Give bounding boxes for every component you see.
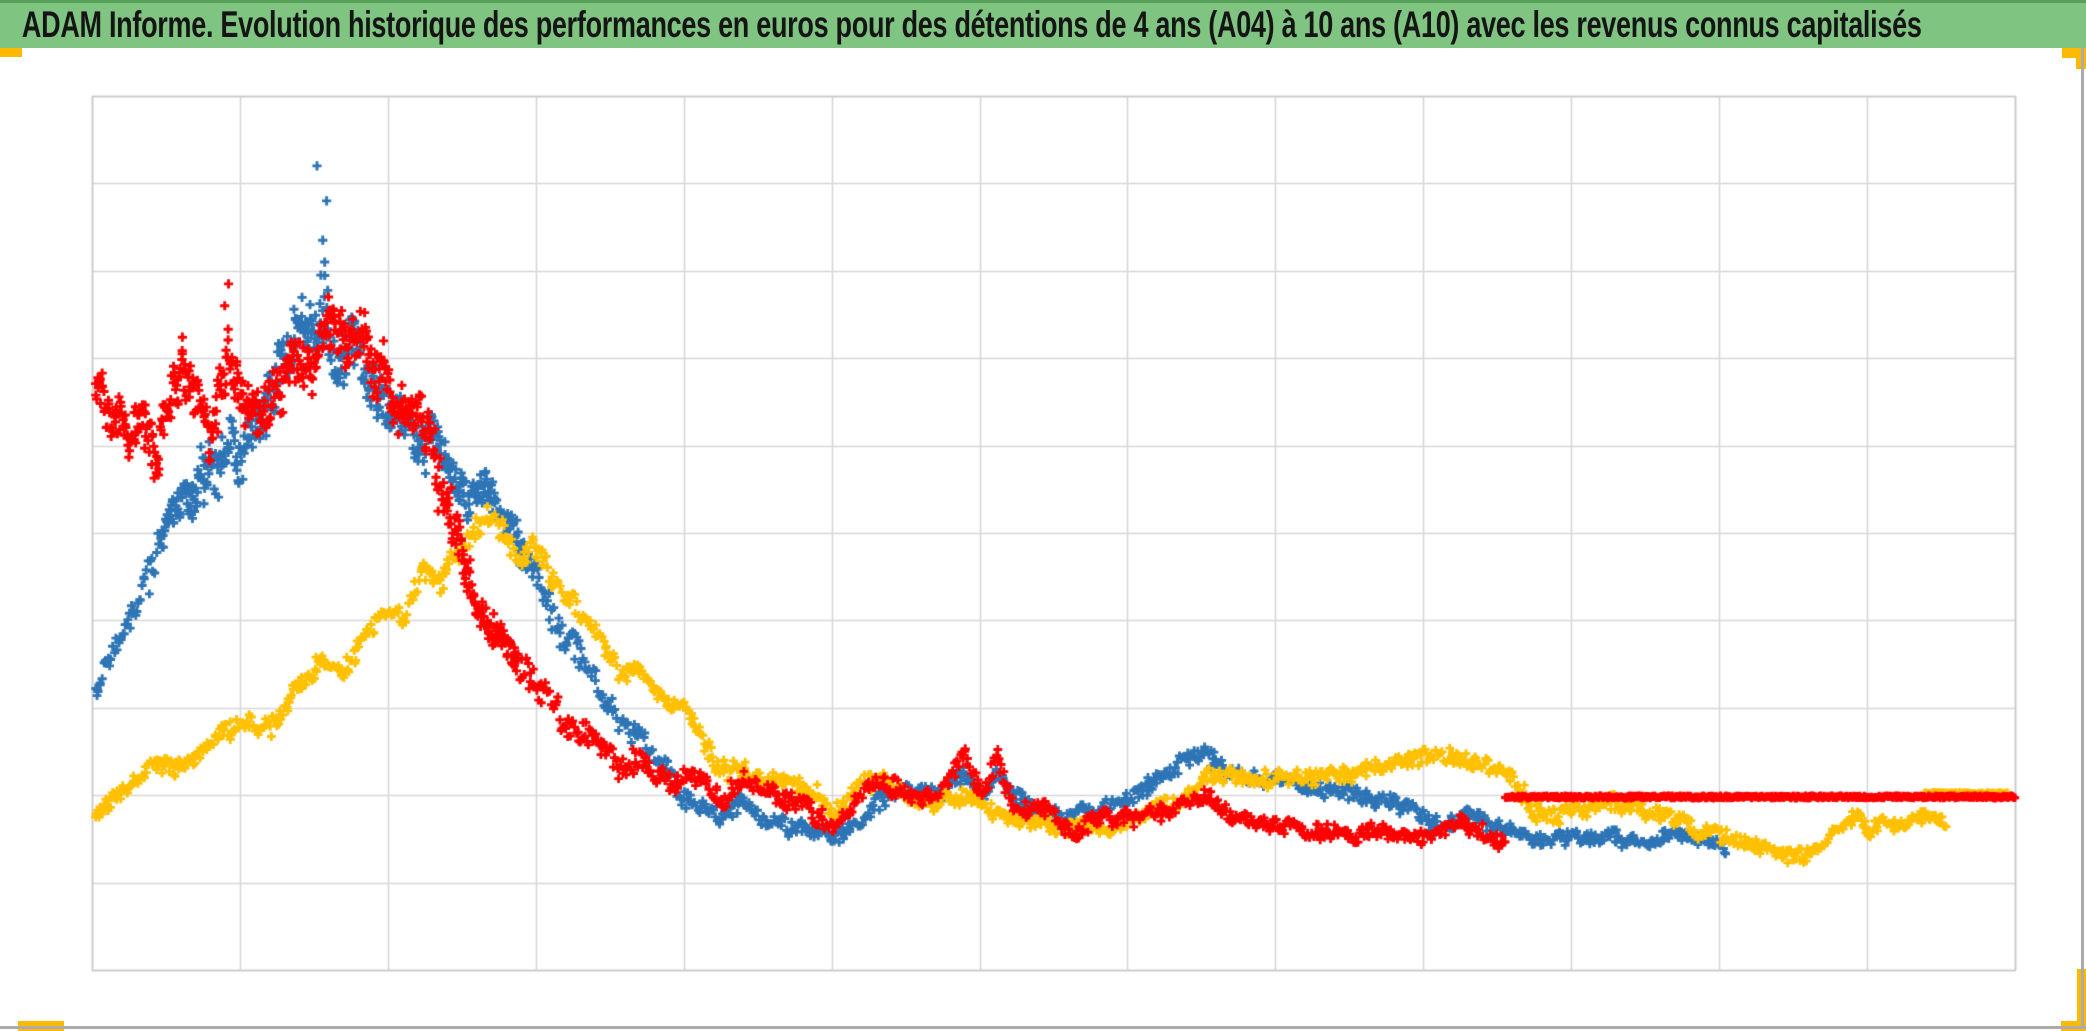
chart-title-bar: ADAM Informe. Evolution historique des p… [0,0,2086,48]
gold-corner-top-right-mark [2062,48,2086,58]
right-frame-line [2081,48,2084,1027]
chart-title: ADAM Informe. Evolution historique des p… [21,4,1922,45]
gold-corner-top-left-mark [0,48,22,57]
bottom-frame-line [0,1026,2086,1029]
